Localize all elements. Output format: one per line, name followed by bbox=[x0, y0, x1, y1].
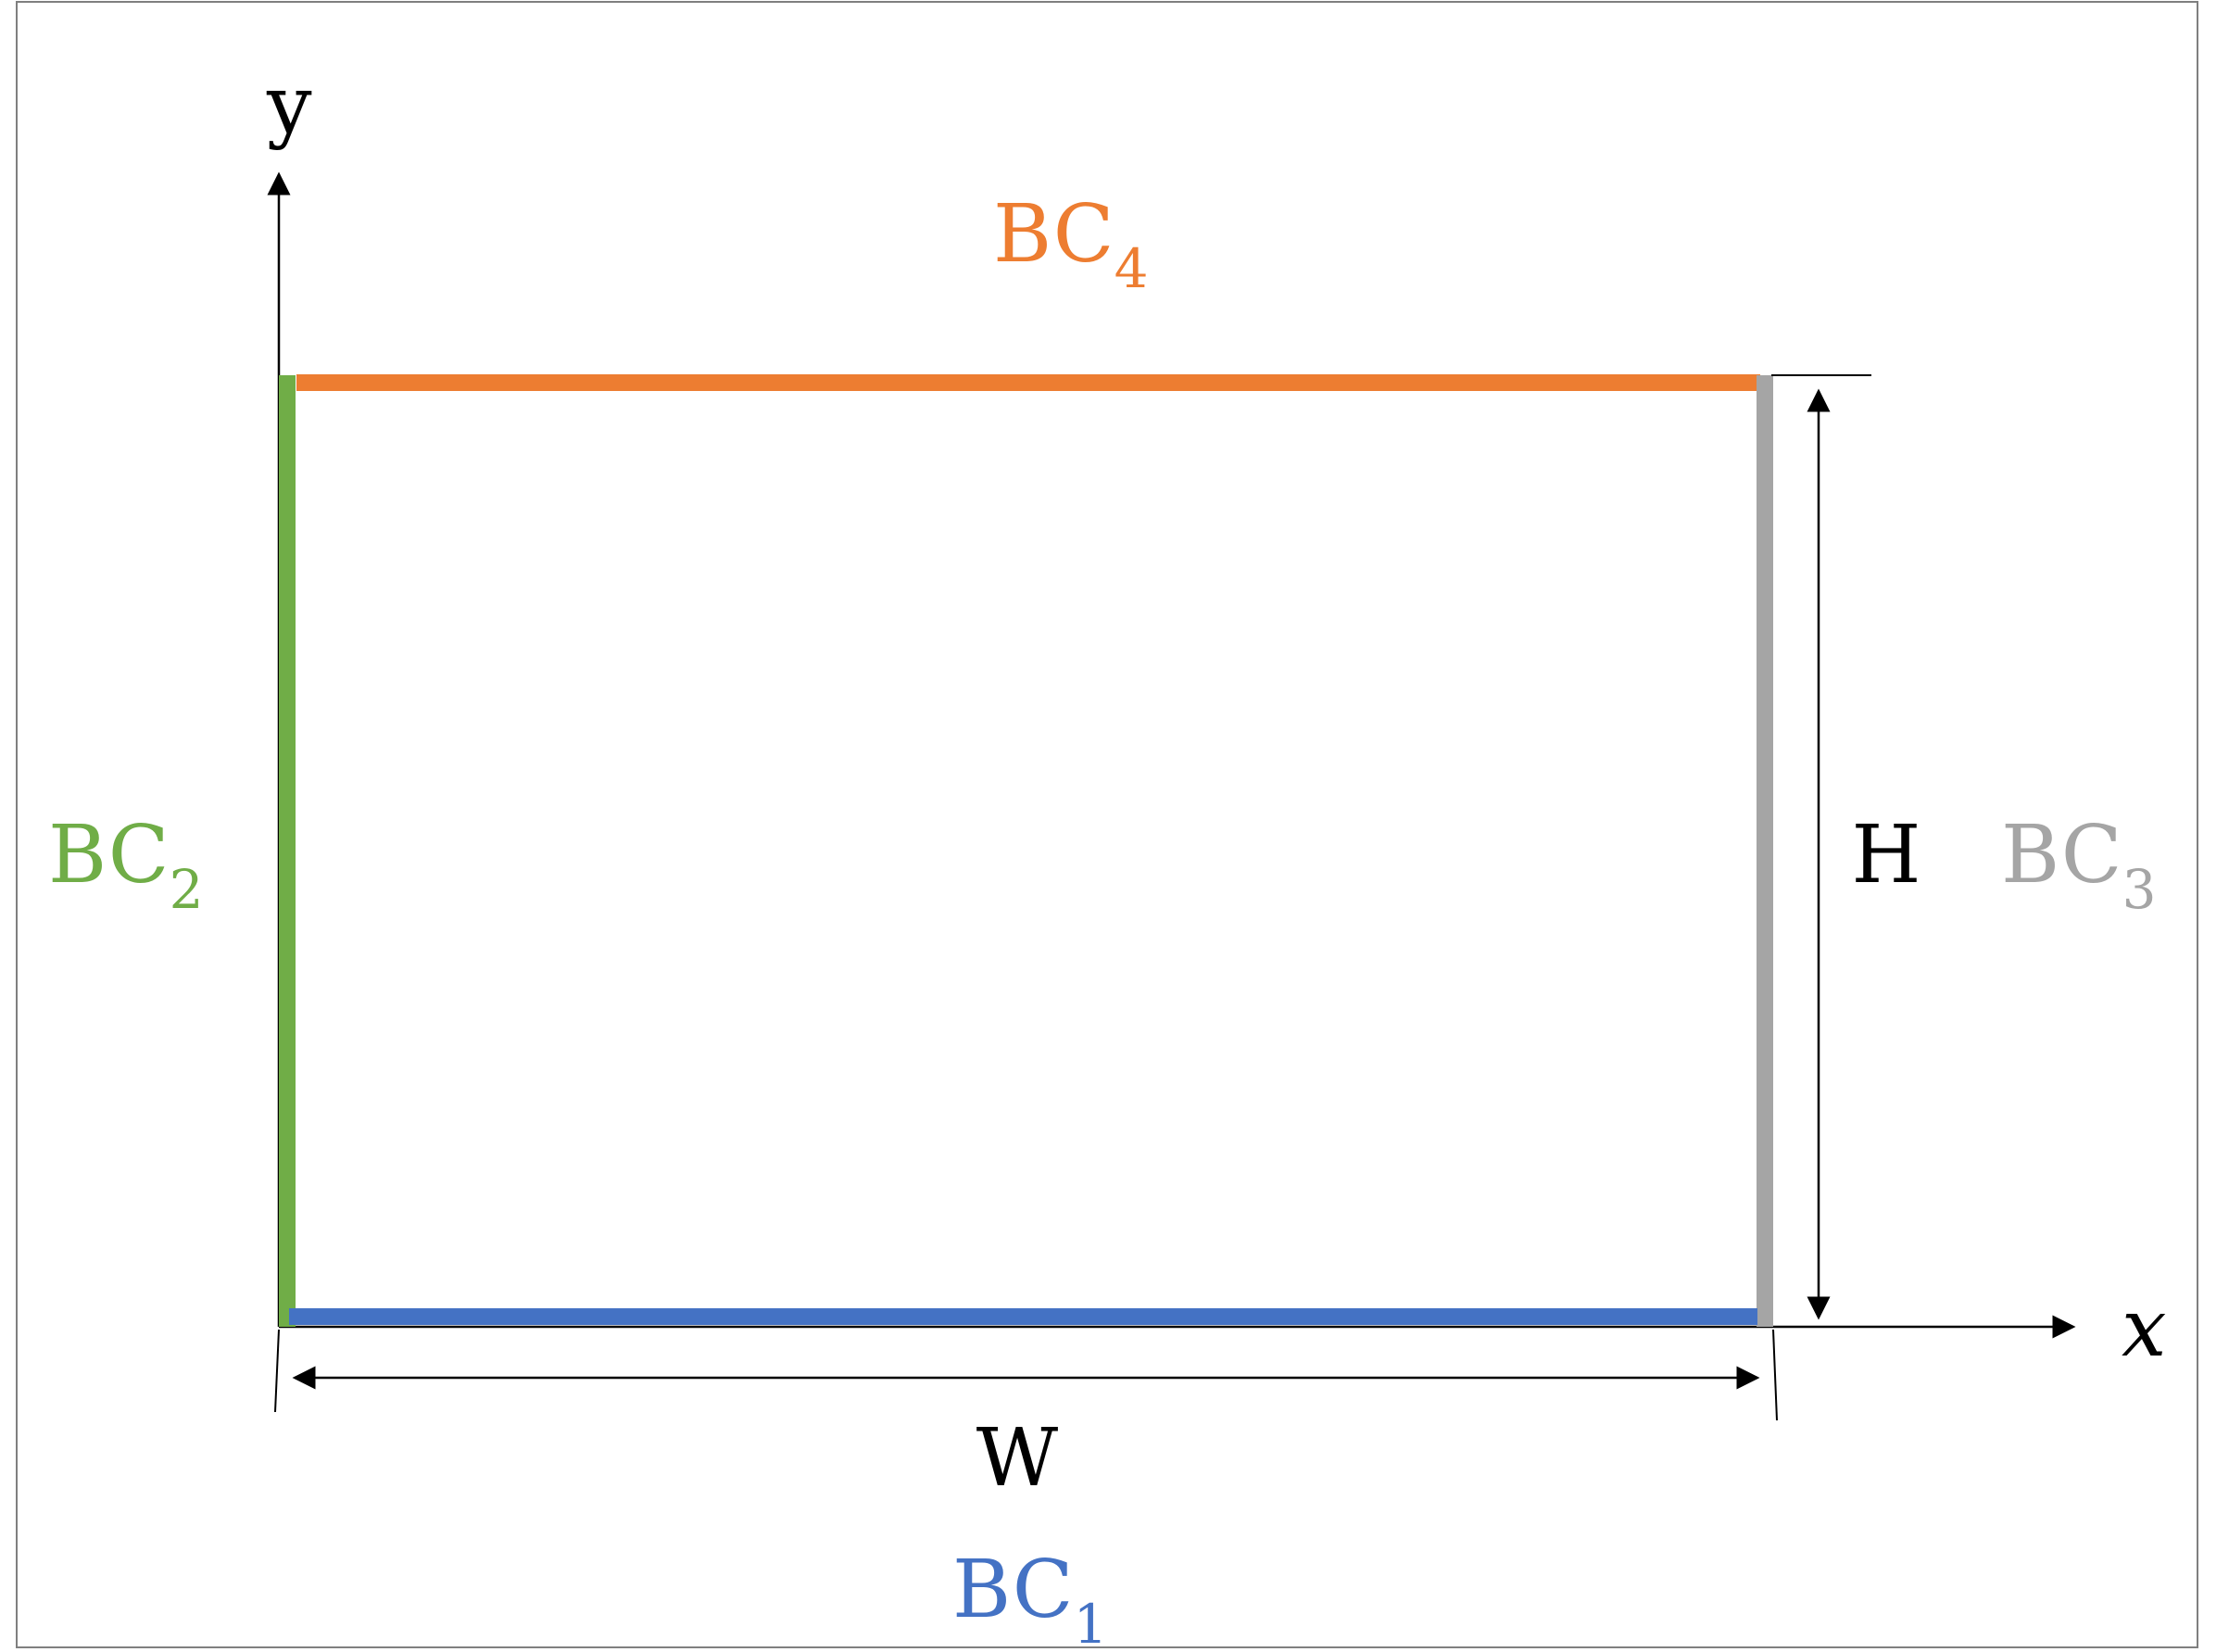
x-axis-label: x bbox=[2122, 1282, 2167, 1375]
bc4-label-base: BC bbox=[993, 188, 1114, 281]
bc3-label-base: BC bbox=[2001, 809, 2122, 902]
bc1-label-base: BC bbox=[952, 1544, 1074, 1636]
width-extension-left bbox=[274, 1329, 280, 1413]
bc1-label: BC1 bbox=[952, 1544, 1108, 1652]
width-extension-right bbox=[1772, 1329, 1778, 1421]
height-label: H bbox=[1852, 809, 1921, 902]
width-label: W bbox=[976, 1412, 1059, 1505]
bc1-label-index: 1 bbox=[1074, 1593, 1108, 1652]
bc4-label-index: 4 bbox=[1114, 237, 1149, 300]
bc2-label-base: BC bbox=[48, 809, 170, 902]
bc4-label: BC4 bbox=[993, 188, 1149, 300]
bc3-label-index: 3 bbox=[2122, 858, 2157, 921]
y-axis-label: y bbox=[266, 59, 312, 152]
outer-frame bbox=[16, 1, 2198, 1648]
bc3-label: BC3 bbox=[2001, 809, 2157, 921]
bc2-label: BC2 bbox=[48, 809, 204, 921]
bc2-label-index: 2 bbox=[170, 858, 204, 921]
